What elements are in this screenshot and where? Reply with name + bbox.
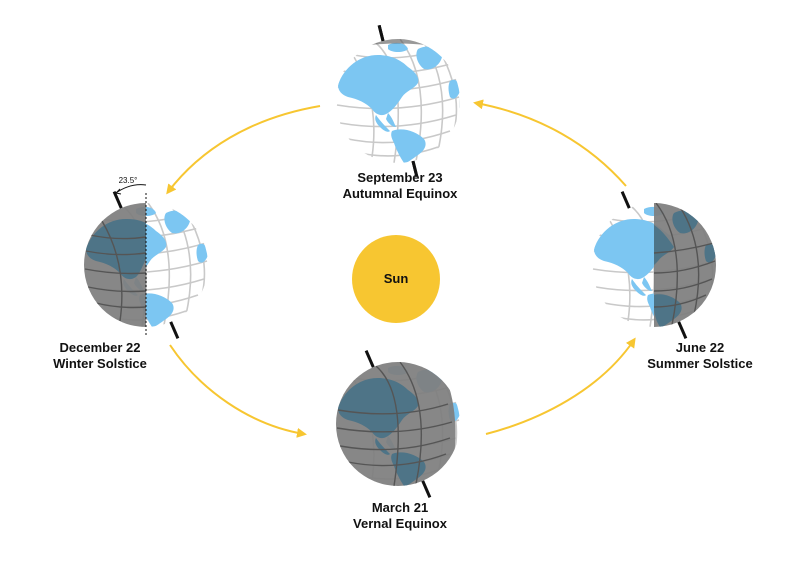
sun-disc xyxy=(352,235,440,323)
sun-label: Sun xyxy=(384,271,409,286)
season-label: Autumnal Equinox xyxy=(342,186,458,201)
axis-line xyxy=(620,191,631,209)
label-march: March 21 Vernal Equinox xyxy=(300,500,500,532)
earth-june xyxy=(592,191,716,339)
date-label: March 21 xyxy=(371,500,429,515)
label-december: December 22 Winter Solstice xyxy=(0,340,200,372)
arrow-jun-to-sep xyxy=(473,99,627,187)
season-label: Summer Solstice xyxy=(647,356,753,371)
axis-line xyxy=(112,191,123,209)
arrow-mar-to-jun xyxy=(485,337,636,435)
date-label: December 22 xyxy=(59,340,141,355)
axis-line xyxy=(364,350,375,368)
season-label: Winter Solstice xyxy=(53,356,147,371)
earth-september xyxy=(336,24,460,178)
sun: Sun xyxy=(352,235,440,323)
season-label: Vernal Equinox xyxy=(353,516,447,531)
earth-december: 23.5° xyxy=(84,176,208,339)
earth-march xyxy=(336,350,460,498)
orbit-arrows xyxy=(166,99,636,438)
tilt-indicator: 23.5° xyxy=(115,176,147,195)
date-label: September 23 xyxy=(357,170,443,185)
arrow-sep-to-dec xyxy=(166,105,321,195)
date-label: June 22 xyxy=(675,340,725,355)
label-june: June 22 Summer Solstice xyxy=(600,340,800,372)
arrow-dec-to-mar xyxy=(169,344,307,438)
label-september: September 23 Autumnal Equinox xyxy=(300,170,500,202)
tilt-angle-label: 23.5° xyxy=(119,176,138,185)
